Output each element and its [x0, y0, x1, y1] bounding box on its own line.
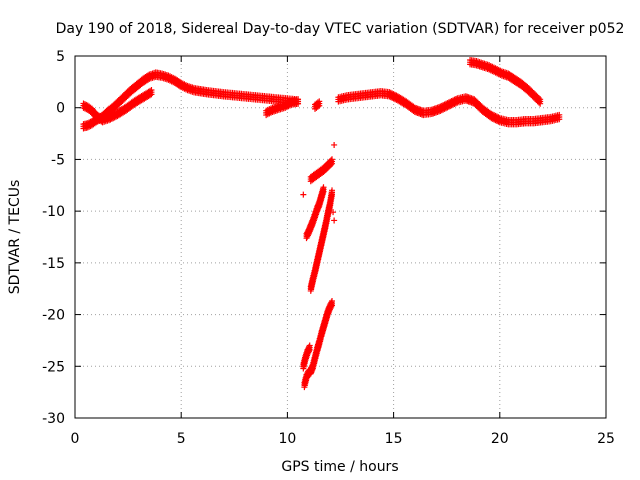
- series-arc-7: [301, 297, 336, 391]
- data-point: [537, 100, 544, 107]
- series-arc-8: [300, 342, 313, 372]
- data-point: [328, 303, 335, 310]
- data-point: [320, 188, 327, 195]
- x-tick-label: 0: [71, 431, 80, 447]
- x-tick-label: 15: [385, 431, 403, 447]
- plot-frame: [74, 55, 607, 419]
- data-point: [331, 141, 338, 148]
- x-tick-label: 20: [491, 431, 509, 447]
- data-point: [327, 161, 334, 168]
- series-arc-9: [307, 187, 336, 294]
- data-point: [316, 102, 323, 109]
- series-arc-3: [263, 96, 302, 119]
- data-point: [148, 91, 155, 98]
- data-point: [556, 116, 563, 123]
- data-point: [535, 99, 542, 106]
- y-tick-label: -15: [42, 256, 65, 272]
- chart-title: Day 190 of 2018, Sidereal Day-to-day VTE…: [56, 21, 625, 37]
- series-arc-5: [335, 88, 563, 128]
- x-tick-label: 25: [597, 431, 615, 447]
- axis-ticks: 0 5 10 15 20 25 -30 -25 -20 -15 -10 -5 0 5: [42, 49, 615, 447]
- data-point: [295, 100, 302, 107]
- data-point: [329, 160, 336, 167]
- y-tick-label: 5: [56, 49, 65, 65]
- data-point: [300, 191, 307, 198]
- series-arc-10: [303, 184, 327, 242]
- series-arc-4: [312, 98, 323, 112]
- series-isolated-points: [300, 141, 338, 224]
- data-point: [329, 302, 336, 309]
- series-arc-11: [307, 156, 336, 185]
- y-tick-label: -5: [51, 152, 65, 168]
- series-arc-6: [467, 57, 544, 107]
- data-points: [80, 57, 563, 391]
- series-arc-1: [80, 69, 302, 132]
- y-tick-label: -10: [42, 204, 65, 220]
- x-tick-label: 10: [278, 431, 296, 447]
- series-arc-2: [80, 87, 155, 126]
- data-point: [304, 232, 311, 239]
- data-point: [145, 76, 152, 83]
- y-tick-label: -25: [42, 359, 65, 375]
- x-tick-label: 5: [177, 431, 186, 447]
- x-axis-label: GPS time / hours: [281, 459, 398, 475]
- y-tick-label: -30: [42, 411, 65, 427]
- grid: [75, 56, 606, 418]
- data-point: [306, 346, 313, 353]
- data-point: [329, 191, 336, 198]
- data-point: [330, 209, 337, 216]
- y-tick-label: 0: [56, 101, 65, 117]
- y-tick-label: -20: [42, 308, 65, 324]
- y-axis-label: SDTVAR / TECUs: [7, 180, 23, 295]
- data-point: [331, 217, 338, 224]
- data-point: [305, 348, 312, 355]
